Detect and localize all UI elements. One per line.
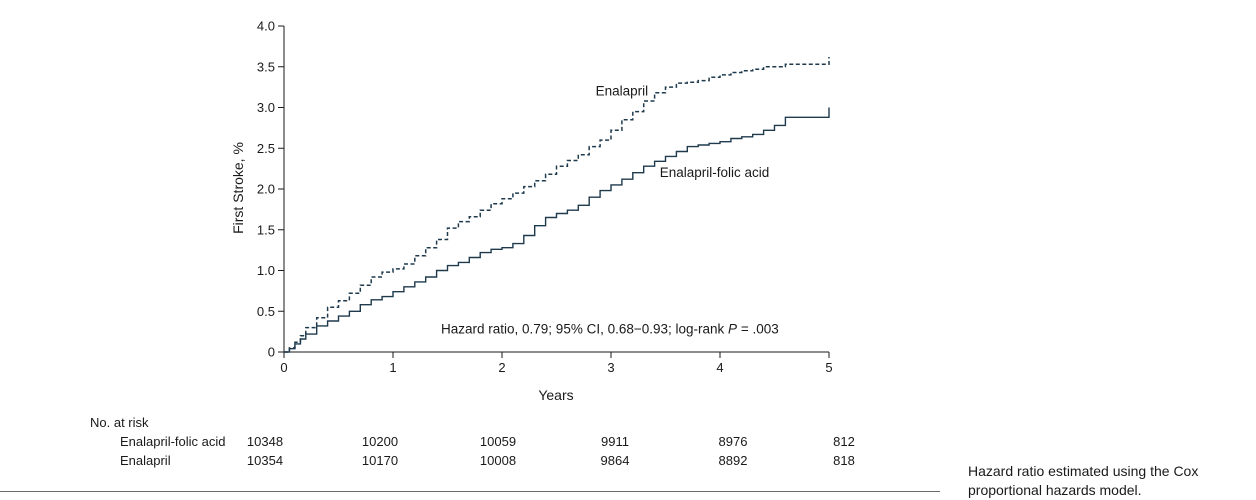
figure-footnote: Hazard ratio estimated using the Cox pro…: [968, 463, 1199, 498]
x-tick-label: 2: [498, 360, 505, 375]
risk-count: 10348: [247, 434, 283, 449]
hazard-ratio-suffix: = .003: [737, 321, 779, 336]
series-enalapril-folic-acid: [284, 107, 830, 353]
risk-count: 812: [833, 434, 855, 449]
risk-count: 10170: [362, 453, 398, 468]
y-tick-label: 1.5: [257, 222, 275, 237]
risk-count: 8976: [719, 434, 748, 449]
y-tick-label: 4.0: [257, 19, 275, 34]
labels-layer: Enalapril Enalapril-folic acid: [596, 83, 770, 179]
series-layer: [284, 57, 830, 353]
x-tick-label: 5: [825, 360, 832, 375]
risk-count: 10200: [362, 434, 398, 449]
risk-row-label: Enalapril: [120, 453, 171, 468]
risk-count: 10008: [480, 453, 516, 468]
risk-table: No. at risk Enalapril-folic acid 10348 102…: [90, 415, 855, 468]
y-tick-label: 0.5: [257, 304, 275, 319]
hazard-ratio-annotation: Hazard ratio, 0.79; 95% CI, 0.68−0.93; l…: [441, 321, 779, 336]
x-tick-label: 0: [280, 360, 287, 375]
x-tick-label: 3: [607, 360, 614, 375]
risk-count: 10059: [480, 434, 516, 449]
x-axis: 0 1 2 3 4 5: [280, 351, 833, 375]
series-label-enalapril: Enalapril: [596, 83, 649, 98]
y-axis-title: First Stroke, %: [230, 142, 246, 234]
x-tick-label: 1: [389, 360, 396, 375]
y-tick-label: 1.0: [257, 263, 275, 278]
y-tick-label: 3.0: [257, 100, 275, 115]
hazard-ratio-p-symbol: P: [728, 321, 737, 336]
risk-count: 10354: [247, 453, 283, 468]
risk-count: 9911: [601, 434, 629, 449]
x-axis-title: Years: [538, 387, 573, 403]
risk-table-title: No. at risk: [90, 415, 149, 430]
series-enalapril: [284, 57, 830, 353]
risk-count: 818: [833, 453, 855, 468]
series-label-enalapril-folic-acid: Enalapril-folic acid: [660, 165, 770, 180]
bottom-rule: [0, 491, 940, 492]
y-tick-label: 2.5: [257, 141, 275, 156]
y-tick-label: 0: [268, 345, 275, 360]
risk-count: 8892: [719, 453, 748, 468]
risk-row-label: Enalapril-folic acid: [120, 434, 226, 449]
y-tick-label: 3.5: [257, 59, 275, 74]
x-tick-label: 4: [716, 360, 723, 375]
risk-count: 9864: [601, 453, 630, 468]
hazard-ratio-prefix: Hazard ratio, 0.79; 95% CI, 0.68−0.93; l…: [441, 321, 728, 336]
y-tick-label: 2.0: [257, 182, 275, 197]
y-axis: 0 0.5 1.0 1.5 2.0 2.5 3.0 3.5 4.0: [257, 19, 285, 360]
